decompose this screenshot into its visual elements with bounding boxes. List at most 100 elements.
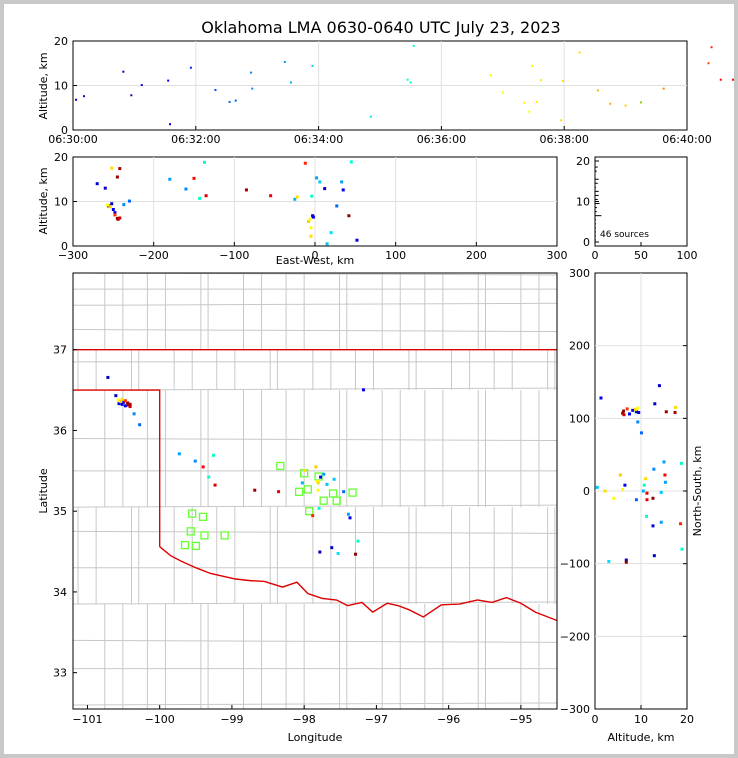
ew-source: [115, 175, 119, 179]
ew-source: [113, 211, 117, 215]
ns-source: [625, 407, 629, 411]
ns-source: [651, 496, 655, 500]
lma-station-marker: [332, 496, 341, 505]
altitude-tick-label: 0: [61, 124, 68, 137]
map-ylabel: Latitude: [37, 468, 50, 514]
time-height-source: [214, 88, 217, 91]
time-tick-label: 06:34:00: [294, 133, 343, 146]
ns-source: [652, 467, 656, 471]
ns-source: [642, 483, 646, 487]
ns-source: [634, 410, 638, 414]
map-background: [73, 273, 557, 709]
ns-source: [673, 411, 677, 415]
ns-tick-label: 100: [569, 412, 590, 425]
ns-tick-label: 200: [569, 340, 590, 353]
map-source: [117, 402, 121, 406]
ns-source: [631, 408, 635, 412]
ns-source: [664, 410, 668, 414]
time-height-source: [189, 66, 192, 69]
ew-source: [269, 194, 273, 198]
time-height-source: [122, 70, 125, 73]
ew-source: [113, 213, 117, 217]
ew-source: [168, 177, 172, 181]
map-source: [342, 490, 346, 494]
ns-height-panel: −300 −200 −100 0 100 200 300 0 10 20 North-South,…: [560, 267, 704, 744]
time-height-source: [167, 79, 170, 82]
lma-station-marker: [294, 487, 304, 496]
ew-source: [335, 204, 339, 208]
ns-source: [680, 547, 684, 551]
longitude-tick-label: −98: [293, 713, 316, 726]
ew-source: [110, 166, 114, 170]
ew-source: [311, 215, 315, 219]
time-tick-label: 06:40:00: [662, 133, 711, 146]
ew-tick-label: 0: [312, 249, 319, 262]
ew-height-xlabel: East-West, km: [276, 254, 354, 267]
time-height-source: [710, 46, 713, 49]
map-source: [207, 475, 211, 479]
ns-source: [679, 461, 683, 465]
longitude-tick-label: −100: [145, 713, 175, 726]
ew-tick-label: 200: [466, 249, 487, 262]
map-source: [211, 453, 215, 457]
ns-height-xlabel: Altitude, km: [607, 731, 674, 744]
map-source: [303, 469, 307, 473]
latitude-tick-label: 36: [53, 424, 67, 437]
map-source: [311, 514, 315, 518]
county-boundary: [73, 438, 557, 442]
county-boundary: [73, 329, 557, 333]
ew-source: [95, 182, 99, 186]
ns-altitude-tick-label: 0: [592, 713, 599, 726]
ew-source: [127, 199, 131, 203]
time-height-source: [406, 78, 409, 81]
chart-title: Oklahoma LMA 0630-0640 UTC July 23, 2023: [201, 18, 560, 37]
time-tick-label: 06:32:00: [171, 133, 220, 146]
ns-altitude-tick-label: 10: [634, 713, 648, 726]
ns-source: [663, 480, 667, 484]
county-boundary: [73, 302, 557, 306]
map-source: [201, 465, 205, 469]
ew-source: [192, 176, 196, 180]
ns-source: [652, 554, 656, 558]
map-source: [362, 388, 366, 392]
lma-station-marker: [348, 488, 357, 497]
time-height-source: [561, 80, 564, 83]
ew-source: [110, 202, 114, 206]
ew-source: [118, 167, 122, 171]
longitude-tick-label: −99: [220, 713, 243, 726]
ns-source: [634, 498, 638, 502]
time-height-source: [228, 100, 231, 103]
map-source: [122, 400, 126, 404]
ns-source: [657, 384, 661, 388]
ew-altitude-tick-label: 0: [61, 240, 68, 253]
map-source: [123, 399, 127, 403]
ns-source: [622, 413, 626, 417]
map-source: [322, 472, 326, 476]
ns-source: [621, 488, 625, 492]
ew-source: [202, 160, 206, 164]
map-source: [300, 481, 304, 485]
latitude-tick-label: 33: [53, 667, 67, 680]
ns-source: [622, 409, 626, 413]
map-source: [128, 405, 132, 409]
ew-source: [244, 188, 248, 192]
ns-source: [645, 498, 649, 502]
map-source: [348, 516, 352, 520]
map-source: [126, 402, 130, 406]
time-height-source: [412, 44, 415, 47]
time-height-source: [527, 110, 530, 113]
lma-station-marker: [180, 540, 190, 550]
map-source: [336, 551, 340, 555]
map-source: [314, 465, 318, 469]
lma-station-marker: [188, 509, 197, 518]
map-source: [317, 506, 321, 510]
longitude-tick-label: −97: [365, 713, 388, 726]
ns-source: [599, 396, 603, 400]
time-height-source: [719, 78, 722, 81]
time-height-source: [560, 119, 563, 122]
ew-source: [341, 188, 345, 192]
map-source: [119, 399, 123, 403]
ns-source: [637, 411, 641, 415]
ew-source: [111, 208, 115, 212]
ns-source: [636, 420, 640, 424]
